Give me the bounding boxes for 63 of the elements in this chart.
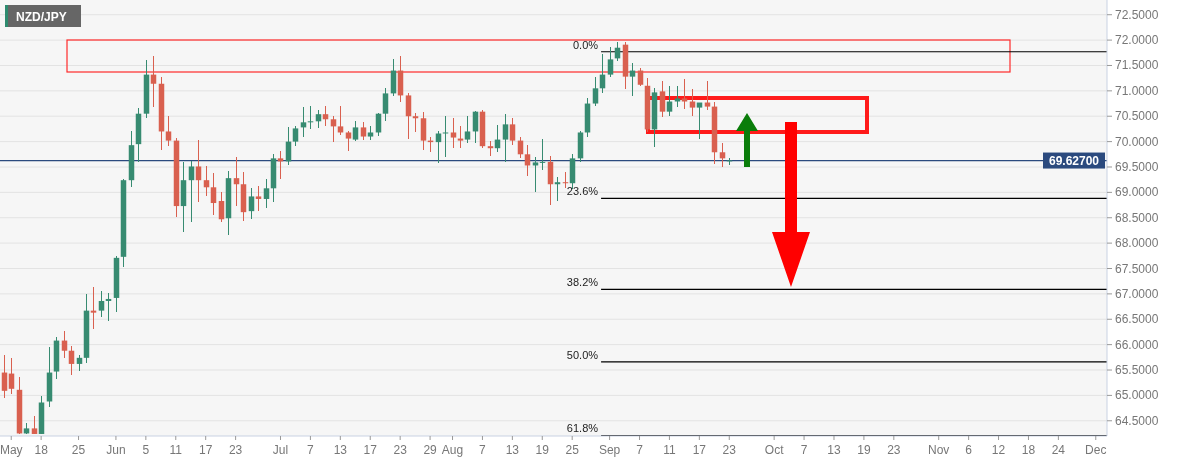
y-tick-label: 71.5000 xyxy=(1115,58,1159,73)
x-tick-label: 17 xyxy=(363,443,378,457)
x-tick-label: Sep xyxy=(598,443,621,457)
candlestick xyxy=(554,177,561,201)
x-tick-label: Dec xyxy=(1085,443,1107,457)
x-tick-label: 13 xyxy=(827,443,841,457)
candlestick xyxy=(457,126,464,149)
y-tick-label: 67.0000 xyxy=(1115,286,1159,301)
x-tick-label: 24 xyxy=(1051,443,1066,457)
y-tick-label: 71.0000 xyxy=(1115,83,1159,98)
x-tick-label: 7 xyxy=(307,443,315,457)
y-tick-label: 65.0000 xyxy=(1115,388,1159,403)
x-tick-label: 5 xyxy=(142,443,150,457)
x-tick-label: 17 xyxy=(692,443,707,457)
x-tick-label: 29 xyxy=(423,443,438,457)
x-tick-label: 19 xyxy=(535,443,550,457)
ref-line-label: 69.62700 xyxy=(1048,154,1100,169)
y-tick-label: 68.5000 xyxy=(1115,210,1159,225)
x-tick-label: May xyxy=(0,443,23,457)
y-tick-label: 72.0000 xyxy=(1115,33,1159,48)
candlestick xyxy=(105,292,112,321)
y-tick-label: 70.5000 xyxy=(1115,109,1159,124)
x-tick-label: Oct xyxy=(764,443,785,457)
x-tick-label: Jun xyxy=(106,443,126,457)
x-tick-label: 11 xyxy=(663,443,676,457)
annotation: 23.6% xyxy=(566,185,599,198)
x-tick-label: 7 xyxy=(636,443,644,457)
annotation: 38.2% xyxy=(566,276,599,289)
x-tick-label: 11 xyxy=(169,443,183,457)
y-tick-label: 70.0000 xyxy=(1115,134,1159,149)
x-tick-label: 13 xyxy=(505,443,520,457)
annotation: 50.0% xyxy=(566,348,599,361)
y-tick-label: 69.0000 xyxy=(1115,185,1159,200)
x-tick-label: 17 xyxy=(199,443,213,457)
text: NZD/JPY xyxy=(16,9,67,24)
x-tick-label: 23 xyxy=(887,443,901,457)
x-tick-label: Jul xyxy=(272,443,289,457)
y-tick-label: 66.5000 xyxy=(1115,312,1159,327)
y-tick-label: 67.5000 xyxy=(1115,261,1159,276)
y-tick-label: 68.0000 xyxy=(1115,236,1159,251)
x-tick-label: 18 xyxy=(34,443,49,457)
x-tick-label: 23 xyxy=(722,443,737,457)
y-tick-label: 69.5000 xyxy=(1115,159,1159,174)
y-tick-label: 66.0000 xyxy=(1115,337,1159,352)
x-tick-label: 6 xyxy=(965,443,973,457)
x-tick-label: 25 xyxy=(71,443,86,457)
y-tick-label: 64.5000 xyxy=(1115,413,1159,428)
x-tick-label: 7 xyxy=(479,443,487,457)
annotation: 0.0% xyxy=(573,38,599,51)
x-tick-label: 18 xyxy=(1021,443,1036,457)
x-tick-label: 13 xyxy=(333,443,348,457)
x-tick-label: 12 xyxy=(991,443,1006,457)
x-tick-label: 19 xyxy=(857,443,871,457)
candlestick xyxy=(90,286,97,329)
x-tick-label: 7 xyxy=(800,443,808,457)
x-tick-label: Nov xyxy=(928,443,950,457)
y-tick-label: 65.5000 xyxy=(1115,363,1159,378)
x-tick-label: 23 xyxy=(228,443,243,457)
x-tick-label: Aug xyxy=(441,443,464,457)
x-tick-label: 23 xyxy=(393,443,408,457)
y-tick-label: 72.5000 xyxy=(1115,7,1159,22)
annotation: 61.8% xyxy=(566,422,599,435)
x-tick-label: 25 xyxy=(565,443,580,457)
